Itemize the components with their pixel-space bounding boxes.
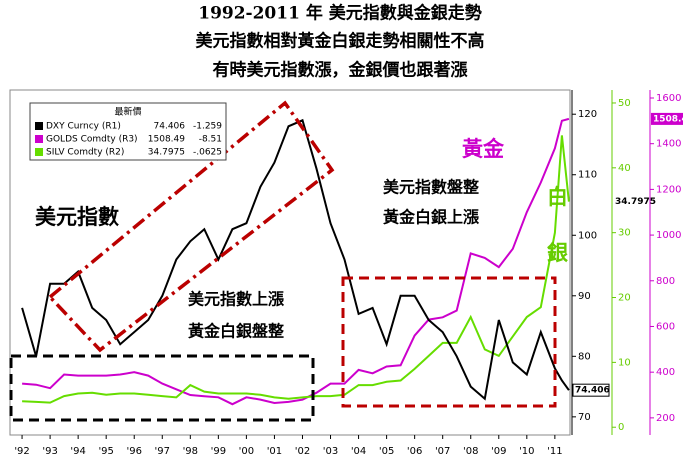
legend-swatch — [35, 122, 43, 130]
legend-value: 74.406 — [154, 122, 186, 132]
annotation: 黃金白銀上漲 — [382, 208, 480, 227]
x-tick-label: '95 — [98, 446, 113, 457]
y-tick-label: 40 — [618, 163, 631, 174]
annotation: 美元指數 — [35, 205, 119, 229]
value-tag: 74.406 — [575, 386, 610, 396]
y-tick-label: 400 — [656, 367, 675, 378]
y-tick-label: 50 — [618, 98, 631, 109]
legend-swatch — [35, 148, 43, 156]
x-tick-label: '99 — [211, 446, 226, 457]
x-tick-label: '98 — [183, 446, 198, 457]
y-tick-label: 30 — [618, 228, 631, 239]
annotation: 美元指數盤整 — [383, 178, 479, 197]
x-tick-label: '07 — [435, 446, 450, 457]
y-tick-label: 80 — [578, 351, 591, 362]
annotation: 黃金白銀盤整 — [187, 322, 284, 341]
value-tag: 34.7975 — [615, 197, 656, 207]
legend-label: SILV Comdty (R2) — [46, 148, 124, 158]
value-tag-bg — [572, 383, 610, 397]
y-tick-label: 20 — [618, 293, 631, 304]
trend-box — [47, 100, 335, 353]
y-tick-label: 0 — [618, 422, 624, 433]
legend-label: GOLDS Comdty (R3) — [46, 135, 138, 145]
legend-change: -8.51 — [199, 135, 222, 145]
x-tick-label: '06 — [407, 446, 422, 457]
x-tick-label: '04 — [351, 446, 366, 457]
y-tick-label: 1600 — [656, 93, 681, 104]
legend-change: -.0625 — [193, 148, 222, 158]
title-line: 有時美元指數漲，金銀價也跟著漲 — [213, 60, 469, 81]
y-tick-label: 120 — [578, 109, 597, 120]
legend-label: DXY Curncy (R1) — [46, 122, 121, 132]
y-tick-label: 110 — [578, 170, 597, 181]
series-line — [22, 117, 570, 406]
title-line: 美元指數相對黃金白銀走勢相關性不高 — [196, 31, 485, 52]
series-line — [22, 135, 570, 404]
y-tick-label: 200 — [656, 413, 675, 424]
y-tick-label: 70 — [578, 412, 591, 423]
value-tag-bg — [651, 112, 683, 125]
annotation: 美元指數上漲 — [188, 290, 285, 309]
y-tick-label: 1200 — [656, 184, 681, 195]
x-tick-label: '02 — [295, 446, 310, 457]
x-tick-label: '93 — [42, 446, 57, 457]
annotation: 白 — [547, 185, 568, 209]
range-box — [9, 354, 315, 422]
x-tick-label: '97 — [155, 446, 170, 457]
value-tag: 1508.49 — [653, 114, 683, 124]
legend — [29, 102, 227, 161]
legend-header: 最新價 — [114, 106, 141, 118]
x-tick-label: '94 — [70, 446, 85, 457]
legend-value: 1508.49 — [148, 135, 185, 145]
annotation: 黃金 — [462, 137, 505, 161]
x-tick-label: '03 — [323, 446, 338, 457]
y-tick-label: 600 — [656, 321, 675, 332]
legend-change: -1.259 — [193, 122, 222, 132]
x-tick-label: '00 — [239, 446, 254, 457]
y-tick-label: 10 — [618, 357, 631, 368]
y-tick-label: 90 — [578, 291, 591, 302]
annotation: 銀 — [547, 241, 568, 265]
x-tick-label: '11 — [547, 446, 562, 457]
x-tick-label: '10 — [519, 446, 534, 457]
x-tick-label: '92 — [14, 446, 29, 457]
y-tick-label: 1400 — [656, 139, 681, 150]
range-box — [341, 276, 557, 408]
y-tick-label: 100 — [578, 230, 597, 241]
y-tick-label: 1000 — [656, 230, 681, 241]
x-tick-label: '01 — [267, 446, 282, 457]
x-tick-label: '08 — [463, 446, 478, 457]
value-tag-bg — [613, 195, 649, 208]
legend-swatch — [35, 135, 43, 143]
title-line: 1992-2011 年 美元指數與金銀走勢 — [198, 3, 482, 24]
legend-value: 34.7975 — [148, 148, 185, 158]
x-tick-label: '05 — [379, 446, 394, 457]
x-tick-label: '09 — [491, 446, 506, 457]
y-tick-label: 800 — [656, 276, 675, 287]
x-tick-label: '96 — [126, 446, 141, 457]
